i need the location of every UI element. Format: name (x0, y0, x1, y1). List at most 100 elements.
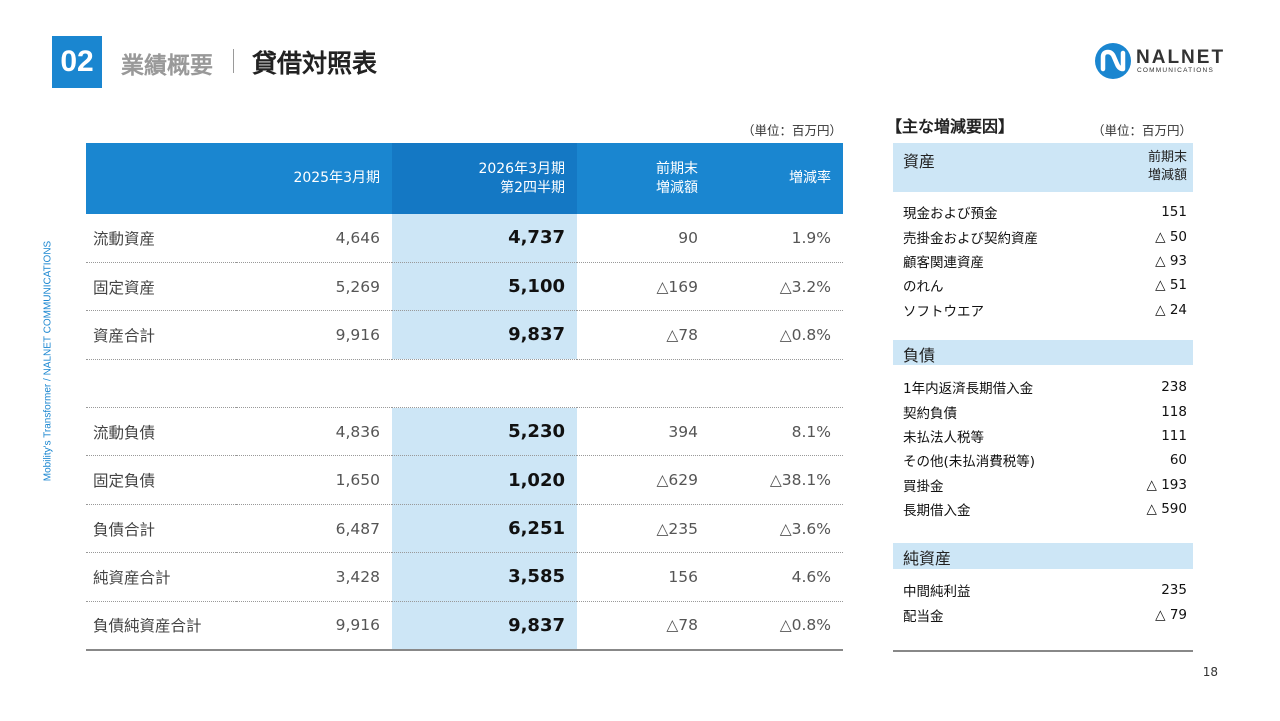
factor-name: 現金および預金 (903, 206, 998, 223)
net-assets-label: 純資産 (903, 549, 952, 568)
section-number: 02 (52, 36, 102, 88)
row-label: 流動負債 (86, 407, 236, 457)
row-rate: △3.6% (710, 504, 843, 554)
section-category: 業績概要 (121, 53, 213, 79)
factor-value: 60 (1169, 452, 1187, 469)
row-change: 90 (577, 214, 710, 263)
row-prev: 9,916 (236, 310, 392, 360)
row-rate: 8.1% (710, 407, 843, 457)
table-row: 純資産合計 3,428 3,585 156 4.6% (86, 552, 843, 602)
balance-sheet-table: 2025年3月期 2026年3月期 第2四半期 前期末 増減額 増減率 流動資産 4… (86, 143, 843, 651)
row-prev: 9,916 (236, 601, 392, 651)
header-rate: 増減率 (710, 143, 843, 214)
factor-name: のれん (903, 279, 944, 296)
factor-value: △ 79 (1155, 606, 1187, 623)
row-change: △235 (577, 504, 710, 554)
page-title: 貸借対照表 (252, 49, 378, 78)
row-rate: 1.9% (710, 214, 843, 263)
factor-name: ソフトウエア (903, 303, 984, 320)
header-label (86, 143, 236, 214)
row-label: 負債合計 (86, 504, 236, 554)
list-item: 契約負債 118 (893, 399, 1193, 423)
factor-value: △ 24 (1155, 301, 1187, 318)
company-logo: NALNET COMMUNICATIONS (1094, 42, 1244, 82)
factor-value: 238 (1161, 379, 1187, 396)
row-prev: 3,428 (236, 552, 392, 602)
factors-column-line2: 増減額 (1147, 167, 1187, 183)
factor-name: 売掛金および契約資産 (903, 230, 1038, 247)
table-row: 流動資産 4,646 4,737 90 1.9% (86, 214, 843, 263)
row-current: 5,100 (392, 262, 577, 312)
table-row: 固定資産 5,269 5,100 △169 △3.2% (86, 262, 843, 312)
main-table-unit: （単位：百万円） (741, 123, 842, 138)
assets-factor-list: 現金および預金 151 売掛金および契約資産 △ 50 顧客関連資産 △ 93 のれん… (893, 200, 1193, 322)
liabilities-label: 負債 (903, 346, 936, 365)
factor-name: 未払法人税等 (903, 429, 984, 446)
factor-value: △ 51 (1155, 277, 1187, 294)
row-rate: △0.8% (710, 310, 843, 360)
header-current-line1: 2026年3月期 (478, 160, 565, 177)
row-rate: △38.1% (710, 455, 843, 505)
header-current-line2: 第2四半期 (500, 179, 565, 196)
logo-name: NALNET (1136, 47, 1226, 68)
header-change-line2: 増減額 (656, 179, 698, 196)
header-divider (233, 49, 234, 73)
list-item: 買掛金 △ 193 (893, 473, 1193, 497)
header-current: 2026年3月期第2四半期 (392, 143, 577, 214)
table-header-row: 2025年3月期 2026年3月期 第2四半期 前期末 増減額 増減率 (86, 143, 843, 214)
factors-column-header: 前期末 増減額 (1148, 149, 1187, 184)
table-row: 資産合計 9,916 9,837 △78 △0.8% (86, 310, 843, 360)
factor-name: 配当金 (903, 608, 944, 625)
list-item: 売掛金および契約資産 △ 50 (893, 224, 1193, 248)
net-assets-header: 純資産 (893, 543, 1193, 569)
factor-value: 111 (1161, 427, 1187, 444)
row-label: 固定負債 (86, 455, 236, 505)
row-current: 5,230 (392, 407, 577, 457)
factor-name: 買掛金 (903, 478, 944, 495)
factor-value: △ 193 (1146, 476, 1187, 493)
row-current: 9,837 (392, 601, 577, 651)
logo-subtitle: COMMUNICATIONS (1137, 67, 1214, 74)
row-current: 4,737 (392, 214, 577, 263)
table-row: 流動負債 4,836 5,230 394 8.1% (86, 407, 843, 457)
table-row: 負債合計 6,487 6,251 △235 △3.6% (86, 504, 843, 554)
list-item: 配当金 △ 79 (893, 602, 1193, 626)
liabilities-factor-list: 1年内返済長期借入金 238 契約負債 118 未払法人税等 111 その他(未払消費… (893, 375, 1193, 521)
page-number: 18 (1202, 665, 1218, 679)
assets-header: 資産 前期末 増減額 (893, 143, 1193, 192)
row-current: 6,251 (392, 504, 577, 554)
factor-name: 1年内返済長期借入金 (903, 381, 1034, 398)
factor-name: 顧客関連資産 (903, 254, 984, 271)
row-label: 負債純資産合計 (86, 601, 236, 651)
factors-bottom-divider (893, 650, 1193, 652)
row-change: 156 (577, 552, 710, 602)
row-label: 流動資産 (86, 214, 236, 263)
net-assets-factor-list: 中間純利益 235 配当金 △ 79 (893, 578, 1193, 627)
factor-value: 235 (1161, 582, 1187, 599)
header-change-line1: 前期末 (656, 160, 698, 177)
table-row: 負債純資産合計 9,916 9,837 △78 △0.8% (86, 601, 843, 651)
row-rate: 4.6% (710, 552, 843, 602)
factors-unit: （単位：百万円） (1091, 123, 1192, 138)
table-spacer-row (86, 359, 843, 409)
factor-name: 契約負債 (903, 405, 957, 422)
list-item: 顧客関連資産 △ 93 (893, 249, 1193, 273)
factor-value: 118 (1161, 403, 1187, 420)
factors-title: 【主な増減要因】 (886, 117, 1015, 136)
factor-value: △ 93 (1155, 252, 1187, 269)
factor-value: △ 590 (1146, 501, 1187, 518)
row-prev: 5,269 (236, 262, 392, 312)
table-row: 固定負債 1,650 1,020 △629 △38.1% (86, 455, 843, 505)
row-rate: △0.8% (710, 601, 843, 651)
row-prev: 6,487 (236, 504, 392, 554)
row-change: △169 (577, 262, 710, 312)
factor-name: 中間純利益 (903, 584, 971, 601)
row-prev: 1,650 (236, 455, 392, 505)
liabilities-header: 負債 (893, 340, 1193, 365)
nalnet-logo-icon (1095, 43, 1131, 79)
factor-name: その他(未払消費税等) (903, 454, 1036, 471)
row-current: 3,585 (392, 552, 577, 602)
row-current: 9,837 (392, 310, 577, 360)
list-item: のれん △ 51 (893, 273, 1193, 297)
list-item: 中間純利益 235 (893, 578, 1193, 602)
